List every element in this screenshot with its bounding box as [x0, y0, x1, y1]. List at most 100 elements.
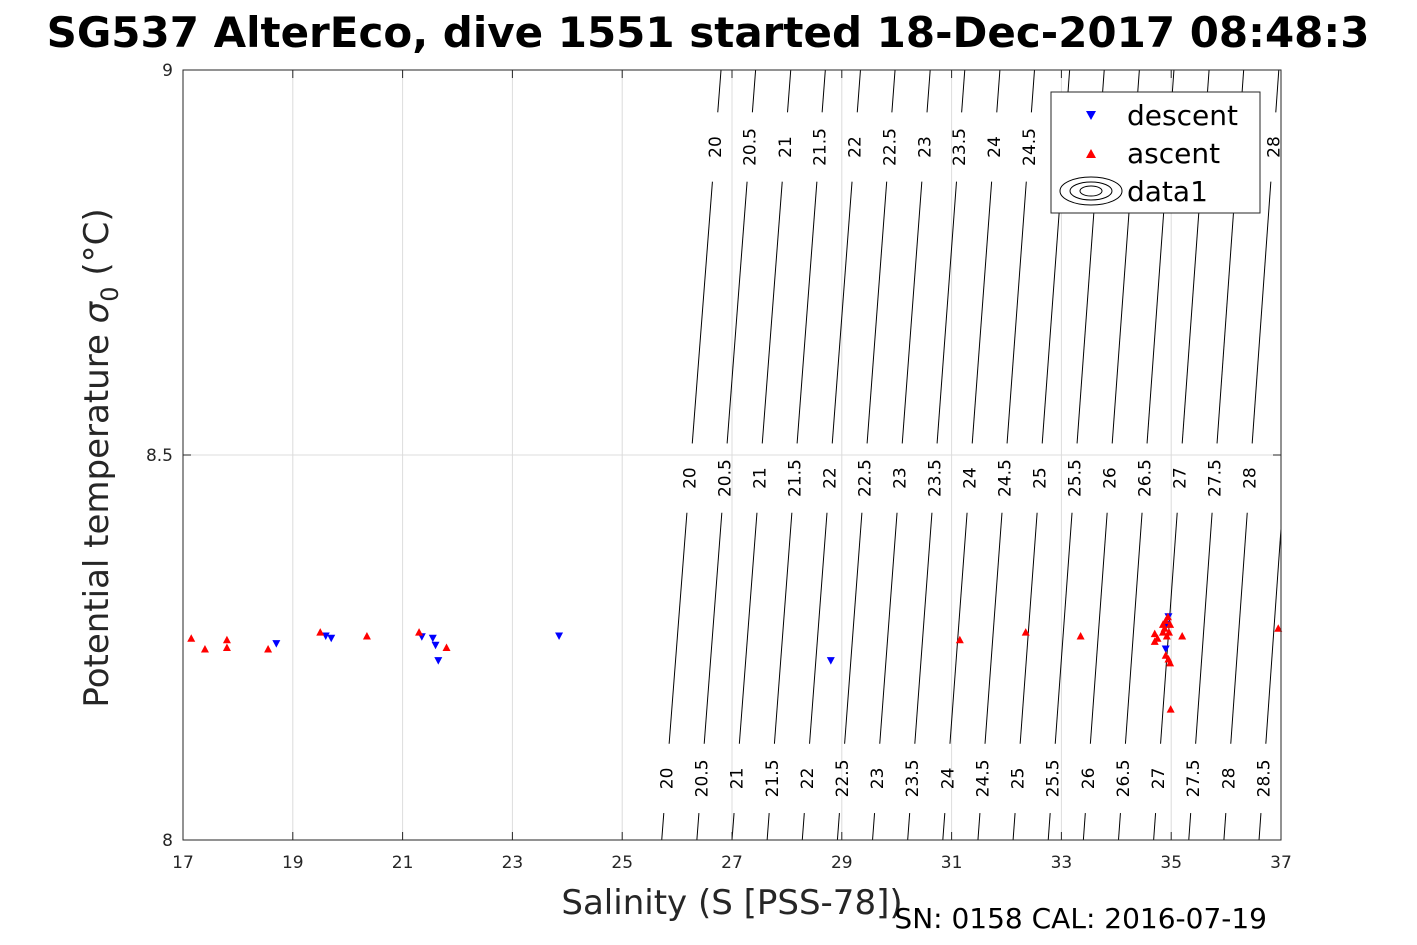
ascent-marker — [1163, 612, 1172, 621]
ascent-marker — [362, 631, 371, 640]
contour-label: 26 — [1101, 467, 1121, 489]
contour-line-23 — [901, 181, 923, 444]
contour-label: 23.5 — [950, 128, 970, 166]
contour-line-27.5 — [1188, 813, 1192, 841]
legend-descent-marker — [1086, 111, 1096, 120]
descent-marker — [327, 634, 336, 643]
contour-line-24.5 — [984, 512, 1003, 744]
contour-line-21 — [738, 512, 758, 744]
contour-line-20.5 — [703, 512, 723, 744]
x-tick-label: 27 — [721, 853, 743, 873]
y-tick-label: 8.5 — [146, 446, 173, 466]
contour-line-26 — [1111, 181, 1132, 444]
x-tick-label: 23 — [502, 853, 524, 873]
contour-label: 27.5 — [1184, 759, 1204, 797]
contour-label: 23.5 — [903, 759, 923, 797]
contour-line-23.5 — [936, 181, 957, 444]
contour-label: 24 — [985, 136, 1005, 158]
x-tick-label: 35 — [1160, 853, 1182, 873]
contour-line-24.5 — [1030, 69, 1035, 113]
ascent-marker — [222, 643, 231, 651]
contour-label: 25 — [1009, 768, 1029, 790]
contour-line-24 — [942, 813, 946, 841]
descent-marker — [321, 632, 330, 640]
contour-label: 26.5 — [1114, 759, 1134, 797]
contour-line-27 — [1160, 512, 1178, 744]
contour-line-22 — [856, 69, 861, 113]
descent-marker — [826, 657, 835, 665]
ascent-marker — [1178, 631, 1187, 640]
contour-label: 24 — [938, 768, 958, 790]
legend: descent ascent data1 — [1050, 91, 1261, 214]
legend-data1-label: data1 — [1127, 175, 1208, 208]
ascent-marker — [1153, 634, 1162, 642]
ascent-marker — [1158, 628, 1167, 636]
contour-label: 28 — [1241, 467, 1261, 489]
descent-marker — [428, 634, 437, 643]
contour-label: 22 — [821, 467, 841, 489]
contour-line-23 — [872, 813, 876, 841]
contour-label: 27.5 — [1206, 459, 1226, 497]
ascent-marker — [316, 628, 325, 636]
contour-line-23.5 — [907, 813, 911, 841]
contour-line-22.5 — [866, 181, 888, 444]
legend-box — [1050, 91, 1261, 214]
legend-ascent-marker — [1086, 149, 1096, 158]
density-contours: 20 20 20 20.5 20.5 20.5 21 21 21 21.5 21.5 21.5 22 22… — [657, 69, 1284, 841]
contour-line-28 — [1230, 512, 1248, 744]
descent-marker — [555, 632, 564, 640]
contour-line-27 — [1181, 181, 1202, 444]
footer-serial-cal: SN: 0158 CAL: 2016-07-19 — [894, 902, 1267, 935]
contour-label: 22.5 — [856, 459, 876, 497]
descent-marker — [1161, 645, 1170, 654]
contour-label: 21 — [776, 136, 796, 158]
contour-line-23 — [926, 69, 931, 113]
contour-line-23.5 — [914, 512, 933, 744]
contour-line-21.5 — [821, 69, 826, 113]
ascent-marker — [200, 645, 209, 653]
contour-line-20 — [691, 181, 713, 444]
contour-line-20.5 — [726, 181, 748, 444]
x-axis-label: Salinity (S [PSS-78]) — [561, 883, 902, 923]
contour-label: 25.5 — [1044, 759, 1064, 797]
contour-line-21 — [787, 69, 792, 113]
ascent-marker — [1166, 620, 1175, 628]
contour-line-23.5 — [961, 69, 966, 113]
ascent-marker — [1162, 631, 1171, 640]
contour-label: 21.5 — [811, 128, 831, 166]
y-axis-label: Potential temperature σ0 (°C) — [77, 208, 124, 707]
y-tick-label: 8 — [162, 831, 173, 851]
x-tick-label: 31 — [941, 853, 963, 873]
x-tick-label: 21 — [392, 853, 414, 873]
contour-line-20.5 — [751, 69, 757, 113]
contour-line-22.5 — [844, 512, 863, 744]
contour-label: 23.5 — [926, 459, 946, 497]
contour-line-21 — [761, 181, 783, 444]
contour-line-25.5 — [1076, 181, 1097, 444]
descent-marker — [434, 657, 443, 665]
contour-label: 22 — [846, 136, 866, 158]
contour-label: 24 — [961, 467, 981, 489]
ascent-marker — [264, 645, 273, 653]
ascent-marker — [1161, 616, 1170, 625]
contour-line-21.5 — [766, 813, 770, 841]
contour-line-25 — [1012, 813, 1016, 841]
ascent-marker — [955, 635, 964, 644]
contour-label: 28 — [1264, 136, 1284, 158]
ascent-marker — [1166, 658, 1175, 667]
contour-line-26.5 — [1146, 181, 1167, 444]
ascent-marker — [1150, 629, 1159, 638]
contour-line-27.5 — [1195, 512, 1213, 744]
contour-label: 27 — [1171, 467, 1191, 489]
data-markers — [187, 612, 1283, 713]
contour-line-27.5 — [1216, 181, 1237, 444]
contour-label: 26.5 — [1136, 459, 1156, 497]
ascent-marker — [1165, 628, 1174, 636]
contour-line-22 — [831, 181, 853, 444]
ascent-marker — [222, 635, 231, 644]
contour-label: 20 — [706, 136, 726, 158]
contour-label: 24.5 — [1020, 128, 1040, 166]
contour-label: 20 — [657, 768, 677, 790]
contour-label: 24.5 — [996, 459, 1016, 497]
contour-label: 20.5 — [715, 459, 735, 497]
